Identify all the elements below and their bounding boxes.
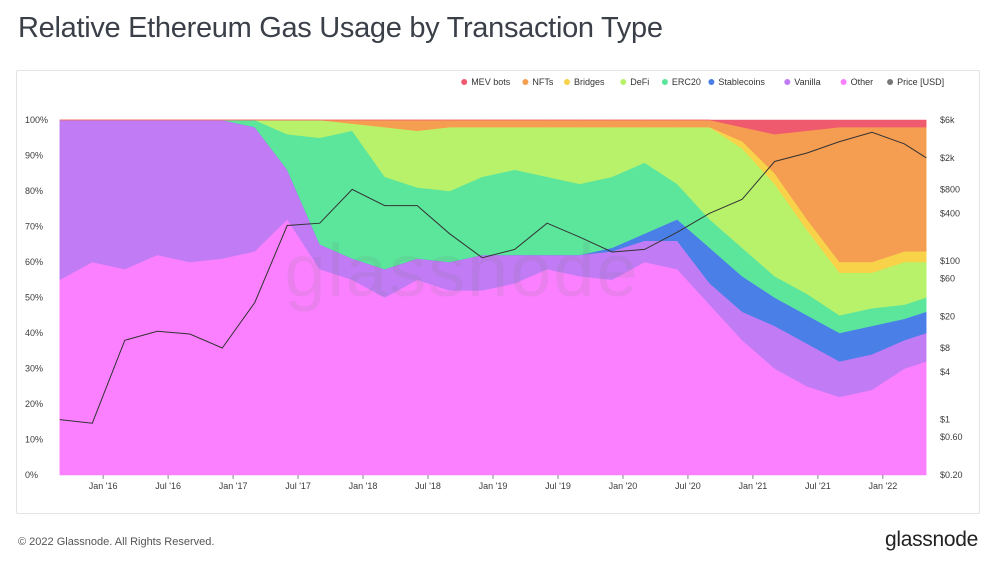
legend-swatch-price-usd [887, 79, 894, 85]
legend-label-vanilla: Vanilla [794, 77, 820, 87]
x-axis: Jan '16 Jul '16 Jan '17 Jul '17 Jan '18 Jul '… [89, 475, 897, 491]
y-right-tick-label: $8 [940, 343, 950, 353]
x-tick-label: Jan '22 [868, 481, 897, 491]
y-right-tick-label: $0.20 [940, 470, 963, 480]
watermark: glassnode [284, 229, 639, 312]
legend-swatch-defi [620, 79, 627, 85]
chart-svg: glassnode 0% 10% 20% 30% 40% 50% 60% 70% 80% 90% 1… [25, 77, 963, 491]
legend-label-defi: DeFi [630, 77, 649, 87]
y-right-tick-label: $2k [940, 153, 955, 163]
legend-label-nfts: NFTs [532, 77, 553, 87]
legend-swatch-bridges [564, 79, 570, 85]
x-tick-label: Jul '18 [415, 481, 441, 491]
stacked-areas [59, 119, 927, 476]
x-tick-label: Jan '18 [349, 481, 378, 491]
y-right-tick-label: $400 [940, 208, 960, 218]
x-tick-label: Jan '17 [219, 481, 248, 491]
y-right-tick-label: $100 [940, 256, 960, 266]
y-left-tick-label: 90% [25, 151, 43, 161]
brand-logo: glassnode [884, 528, 978, 551]
legend-label-other: Other [851, 77, 874, 87]
y-right-tick-label: $0.60 [940, 432, 963, 442]
y-right-tick-label: $60 [940, 274, 955, 284]
y-axis-left: 0% 10% 20% 30% 40% 50% 60% 70% 80% 90% 100% [25, 115, 48, 480]
legend-label-mev-bots: MEV bots [471, 77, 511, 87]
y-axis-right: $0.20 $0.60 $1 $4 $8 $20 $60 $100 $400 $800 $2k $6k [940, 115, 963, 480]
y-left-tick-label: 20% [25, 399, 43, 409]
area-mev-bots [59, 119, 927, 135]
legend-swatch-erc20 [661, 79, 668, 85]
y-left-tick-label: 70% [25, 222, 43, 232]
x-tick-label: Jan '19 [479, 481, 508, 491]
y-left-tick-label: 80% [25, 186, 43, 196]
legend-swatch-nfts [522, 79, 529, 85]
x-tick-label: Jul '17 [285, 481, 311, 491]
y-left-tick-label: 10% [25, 435, 43, 445]
y-left-tick-label: 30% [25, 364, 43, 374]
price-line [59, 131, 927, 424]
legend-swatch-other [840, 79, 847, 85]
x-tick-label: Jan '16 [89, 481, 118, 491]
x-tick-label: Jan '20 [609, 481, 638, 491]
price-line-group [59, 131, 927, 424]
x-tick-label: Jul '16 [155, 481, 181, 491]
legend-label-price-usd: Price [USD] [897, 77, 944, 87]
y-left-tick-label: 40% [25, 328, 43, 338]
y-right-tick-label: $20 [940, 311, 955, 321]
legend-label-stablecoins: Stablecoins [718, 77, 765, 87]
x-tick-label: Jul '19 [545, 481, 571, 491]
legend-swatch-stablecoins [708, 79, 715, 85]
legend-label-erc20: ERC20 [672, 77, 701, 87]
legend-label-bridges: Bridges [574, 77, 605, 87]
y-left-tick-label: 100% [25, 115, 48, 125]
y-right-tick-label: $1 [940, 415, 950, 425]
y-left-tick-label: 60% [25, 257, 43, 267]
copyright: © 2022 Glassnode. All Rights Reserved. [18, 536, 215, 548]
page-title: Relative Ethereum Gas Usage by Transacti… [18, 12, 663, 44]
x-tick-label: Jul '20 [675, 481, 701, 491]
y-right-tick-label: $800 [940, 184, 960, 194]
y-right-tick-label: $4 [940, 367, 950, 377]
legend-swatch-mev-bots [461, 79, 468, 85]
legend: MEV bots NFTs Bridges DeFi ERC20 Stablecoins V… [461, 77, 944, 87]
x-tick-label: Jan '21 [739, 481, 768, 491]
x-tick-label: Jul '21 [805, 481, 831, 491]
y-left-tick-label: 0% [25, 470, 38, 480]
y-left-tick-label: 50% [25, 293, 43, 303]
y-right-tick-label: $6k [940, 115, 955, 125]
legend-swatch-vanilla [784, 79, 791, 85]
chart-frame: glassnode 0% 10% 20% 30% 40% 50% 60% 70% 80% 90% 1… [16, 70, 980, 514]
